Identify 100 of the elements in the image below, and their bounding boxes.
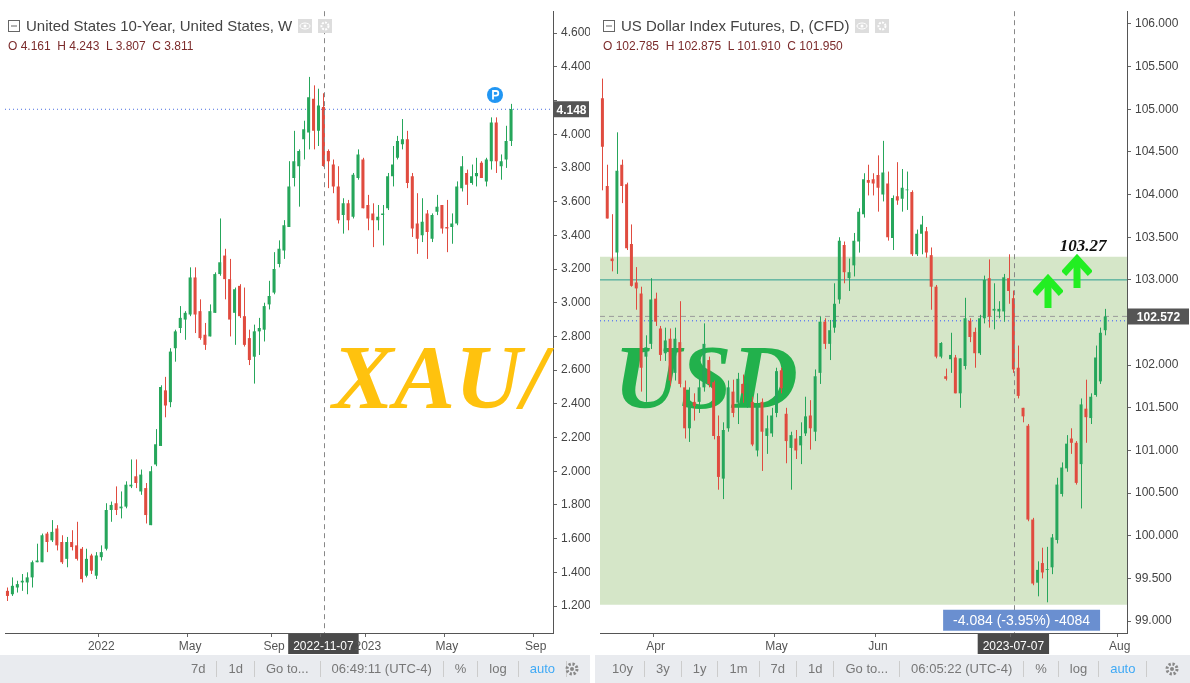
y-tick-label: 104.500 — [1135, 144, 1179, 159]
text: 1y — [681, 661, 719, 677]
candlestick — [163, 376, 167, 418]
candlestick — [346, 199, 350, 231]
y-tick-label: 4.400 — [561, 59, 592, 74]
y-tick-label: 3.200 — [561, 261, 592, 276]
y-tick-label: 2.400 — [561, 396, 592, 411]
x-tick-label: May — [765, 638, 788, 653]
candlestick — [183, 310, 187, 341]
candlestick — [94, 551, 98, 580]
text: % — [1024, 661, 1059, 677]
candlestick — [504, 125, 508, 169]
candlestick — [460, 155, 464, 193]
candlestick — [1084, 379, 1088, 444]
candlestick — [154, 428, 158, 467]
candlestick — [789, 431, 793, 491]
candlestick — [425, 209, 429, 260]
candlestick — [828, 319, 832, 361]
y-tick-label: 2.600 — [561, 362, 592, 377]
y-tick-label: 102.000 — [1135, 357, 1179, 372]
y-tick-label: 1.800 — [561, 497, 592, 512]
text: Go to... — [834, 661, 901, 677]
candlestick — [634, 266, 638, 311]
y-tick-label: 1.200 — [561, 598, 592, 613]
candlestick — [847, 258, 851, 292]
candlestick — [866, 164, 870, 196]
candlestick — [415, 192, 419, 255]
chart-title: United States 10-Year, United States, W — [26, 17, 293, 34]
y-tick-label: 4.600 — [561, 25, 592, 40]
candlestick — [1040, 547, 1044, 579]
candlestick — [920, 215, 924, 255]
x-tick-label: Sep — [525, 638, 547, 653]
candlestick — [247, 329, 251, 366]
candlestick — [1089, 392, 1093, 425]
candlestick — [435, 194, 439, 216]
candlestick — [924, 226, 928, 259]
candlestick — [326, 148, 330, 189]
candlestick — [871, 172, 875, 196]
candlestick — [992, 282, 996, 330]
candlestick — [900, 168, 904, 213]
candlestick — [465, 169, 469, 206]
candlestick — [654, 292, 658, 327]
text: 1d — [217, 661, 255, 677]
text: O 4.161 H 4.243 L 3.807 C 3.811 — [8, 39, 194, 53]
y-tick-label: 106.000 — [1135, 16, 1179, 31]
candlestick — [84, 548, 88, 578]
y-tick-label: 2.800 — [561, 328, 592, 343]
y-tick-label: 101.500 — [1135, 400, 1179, 415]
candlestick — [915, 229, 919, 257]
candlestick — [124, 480, 128, 509]
y-tick-label: 3.400 — [561, 227, 592, 242]
y-tick-label: 99.500 — [1135, 570, 1173, 585]
y-tick-label: 2.000 — [561, 463, 592, 478]
candlestick — [173, 329, 177, 363]
candlestick — [440, 204, 444, 235]
y-tick-label: 100.500 — [1135, 485, 1179, 500]
text: O 102.785 H 102.875 L 101.910 C 101.950 — [603, 39, 843, 53]
candlestick — [70, 529, 74, 551]
candlestick — [376, 204, 380, 231]
candlestick — [139, 469, 143, 496]
x-tick-label: Aug — [1109, 638, 1131, 653]
candlestick — [400, 118, 404, 150]
candlestick — [272, 251, 276, 295]
candlestick — [968, 317, 972, 343]
candlestick — [832, 282, 836, 334]
candlestick — [620, 159, 624, 204]
y-tick-label: 100.000 — [1135, 528, 1179, 543]
text: auto — [518, 661, 567, 677]
y-tick-label: 105.000 — [1135, 101, 1179, 116]
candlestick — [178, 305, 182, 334]
text: 06:05:22 (UTC-4) — [900, 661, 1025, 677]
ref-line-label: 4.148 — [556, 102, 587, 117]
candlestick — [341, 197, 345, 235]
candlestick — [233, 287, 237, 346]
chart-title: US Dollar Index Futures, D, (CFD) — [621, 17, 850, 34]
x-tick-label: 2023-07-07 — [982, 638, 1045, 653]
candlestick — [794, 429, 798, 460]
candlestick — [60, 534, 64, 565]
text: 7d — [759, 661, 797, 677]
candlestick — [895, 161, 899, 206]
candlestick — [905, 171, 909, 211]
y-tick-label: 104.000 — [1135, 186, 1179, 201]
candlestick — [381, 204, 385, 246]
candlestick — [371, 202, 375, 248]
candlestick — [218, 217, 222, 277]
candlestick — [1069, 427, 1073, 455]
annotation: XAU/ — [329, 326, 555, 428]
y-tick-label: 99.000 — [1135, 613, 1173, 628]
candlestick — [45, 531, 49, 553]
candlestick — [75, 521, 79, 562]
text: Go to... — [254, 661, 321, 677]
candlestick — [450, 212, 454, 245]
text: % — [443, 661, 479, 677]
candlestick — [223, 248, 227, 300]
candlestick — [823, 317, 827, 350]
candlestick — [109, 501, 113, 523]
candlestick — [89, 553, 93, 575]
candlestick — [420, 197, 424, 243]
candlestick — [10, 576, 14, 597]
candlestick — [949, 332, 953, 374]
